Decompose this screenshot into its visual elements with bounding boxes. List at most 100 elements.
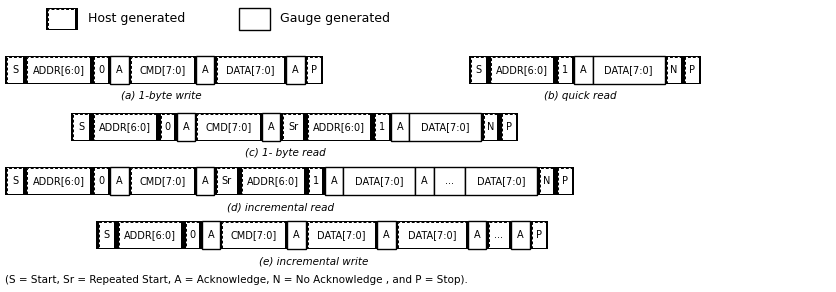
Bar xyxy=(465,167,537,195)
Bar xyxy=(307,57,320,83)
Text: (a) 1-byte write: (a) 1-byte write xyxy=(121,91,201,101)
Bar xyxy=(119,222,181,248)
Bar xyxy=(217,57,283,83)
Text: DATA[7:0]: DATA[7:0] xyxy=(226,65,274,75)
Text: A: A xyxy=(116,176,123,186)
Bar xyxy=(161,114,174,140)
Bar xyxy=(468,56,488,84)
Text: Host generated: Host generated xyxy=(88,13,185,25)
Bar xyxy=(131,168,193,194)
Text: A: A xyxy=(579,65,586,75)
Text: A: A xyxy=(268,122,274,132)
Bar xyxy=(92,167,110,195)
Bar xyxy=(287,221,305,249)
Bar xyxy=(217,168,237,194)
Bar xyxy=(74,114,89,140)
Bar xyxy=(488,222,508,248)
Bar xyxy=(555,56,573,84)
Bar xyxy=(94,168,108,194)
Bar xyxy=(28,168,89,194)
Bar xyxy=(94,57,108,83)
Text: ...: ... xyxy=(445,176,453,186)
Bar xyxy=(529,221,548,249)
Text: 1: 1 xyxy=(378,122,385,132)
Bar xyxy=(197,114,259,140)
Text: A: A xyxy=(207,230,214,240)
Bar xyxy=(395,221,467,249)
Bar xyxy=(592,56,664,84)
Bar xyxy=(161,114,174,140)
Bar xyxy=(28,57,89,83)
Text: ...: ... xyxy=(494,230,502,240)
Text: A: A xyxy=(517,230,523,240)
Bar xyxy=(471,57,486,83)
Text: A: A xyxy=(473,230,480,240)
Text: DATA[7:0]: DATA[7:0] xyxy=(421,122,469,132)
Bar xyxy=(375,114,388,140)
Bar xyxy=(304,56,323,84)
Bar xyxy=(92,56,110,84)
Bar xyxy=(8,57,23,83)
Text: (c) 1- byte read: (c) 1- byte read xyxy=(245,148,325,158)
Bar xyxy=(129,167,196,195)
Bar xyxy=(558,168,571,194)
Bar xyxy=(409,113,481,141)
Bar xyxy=(377,221,395,249)
Bar xyxy=(197,114,259,140)
Bar xyxy=(558,57,571,83)
Text: N: N xyxy=(670,65,676,75)
Bar xyxy=(532,222,545,248)
Bar xyxy=(242,168,303,194)
Bar xyxy=(238,8,270,30)
Bar xyxy=(94,114,155,140)
Text: P: P xyxy=(310,65,317,75)
Bar xyxy=(94,168,108,194)
Bar xyxy=(91,113,158,141)
Bar xyxy=(555,167,573,195)
Bar xyxy=(467,221,486,249)
Bar xyxy=(488,56,555,84)
Bar xyxy=(28,168,89,194)
Text: CMD[7:0]: CMD[7:0] xyxy=(205,122,252,132)
Text: 1: 1 xyxy=(561,65,568,75)
Text: A: A xyxy=(182,122,189,132)
Text: (d) incremental read: (d) incremental read xyxy=(227,202,334,212)
Bar xyxy=(46,8,78,30)
Bar xyxy=(8,168,23,194)
Bar xyxy=(183,221,201,249)
Bar xyxy=(94,114,155,140)
Bar xyxy=(685,57,698,83)
Bar xyxy=(186,222,199,248)
Bar xyxy=(305,113,372,141)
Text: N: N xyxy=(487,122,493,132)
Bar xyxy=(308,222,375,248)
Text: S: S xyxy=(103,230,110,240)
Bar xyxy=(176,113,195,141)
Text: ADDR[6:0]: ADDR[6:0] xyxy=(496,65,548,75)
Bar xyxy=(471,57,486,83)
Bar xyxy=(415,167,433,195)
Bar xyxy=(280,113,305,141)
Bar xyxy=(308,168,322,194)
Text: CMD[7:0]: CMD[7:0] xyxy=(139,65,186,75)
Bar xyxy=(99,222,114,248)
Bar xyxy=(685,57,698,83)
Text: A: A xyxy=(330,176,337,186)
Bar xyxy=(306,167,324,195)
Bar xyxy=(242,168,303,194)
Bar xyxy=(486,221,511,249)
Text: N: N xyxy=(543,176,549,186)
Text: A: A xyxy=(383,230,390,240)
Bar xyxy=(491,57,553,83)
Text: ADDR[6:0]: ADDR[6:0] xyxy=(124,230,176,240)
Bar xyxy=(196,56,214,84)
Bar xyxy=(74,114,89,140)
Bar xyxy=(186,222,199,248)
Bar xyxy=(48,9,75,29)
Bar xyxy=(666,57,680,83)
Text: DATA[7:0]: DATA[7:0] xyxy=(407,230,456,240)
Bar xyxy=(110,167,129,195)
Text: Gauge generated: Gauge generated xyxy=(280,13,390,25)
Bar xyxy=(308,222,375,248)
Bar xyxy=(558,168,571,194)
